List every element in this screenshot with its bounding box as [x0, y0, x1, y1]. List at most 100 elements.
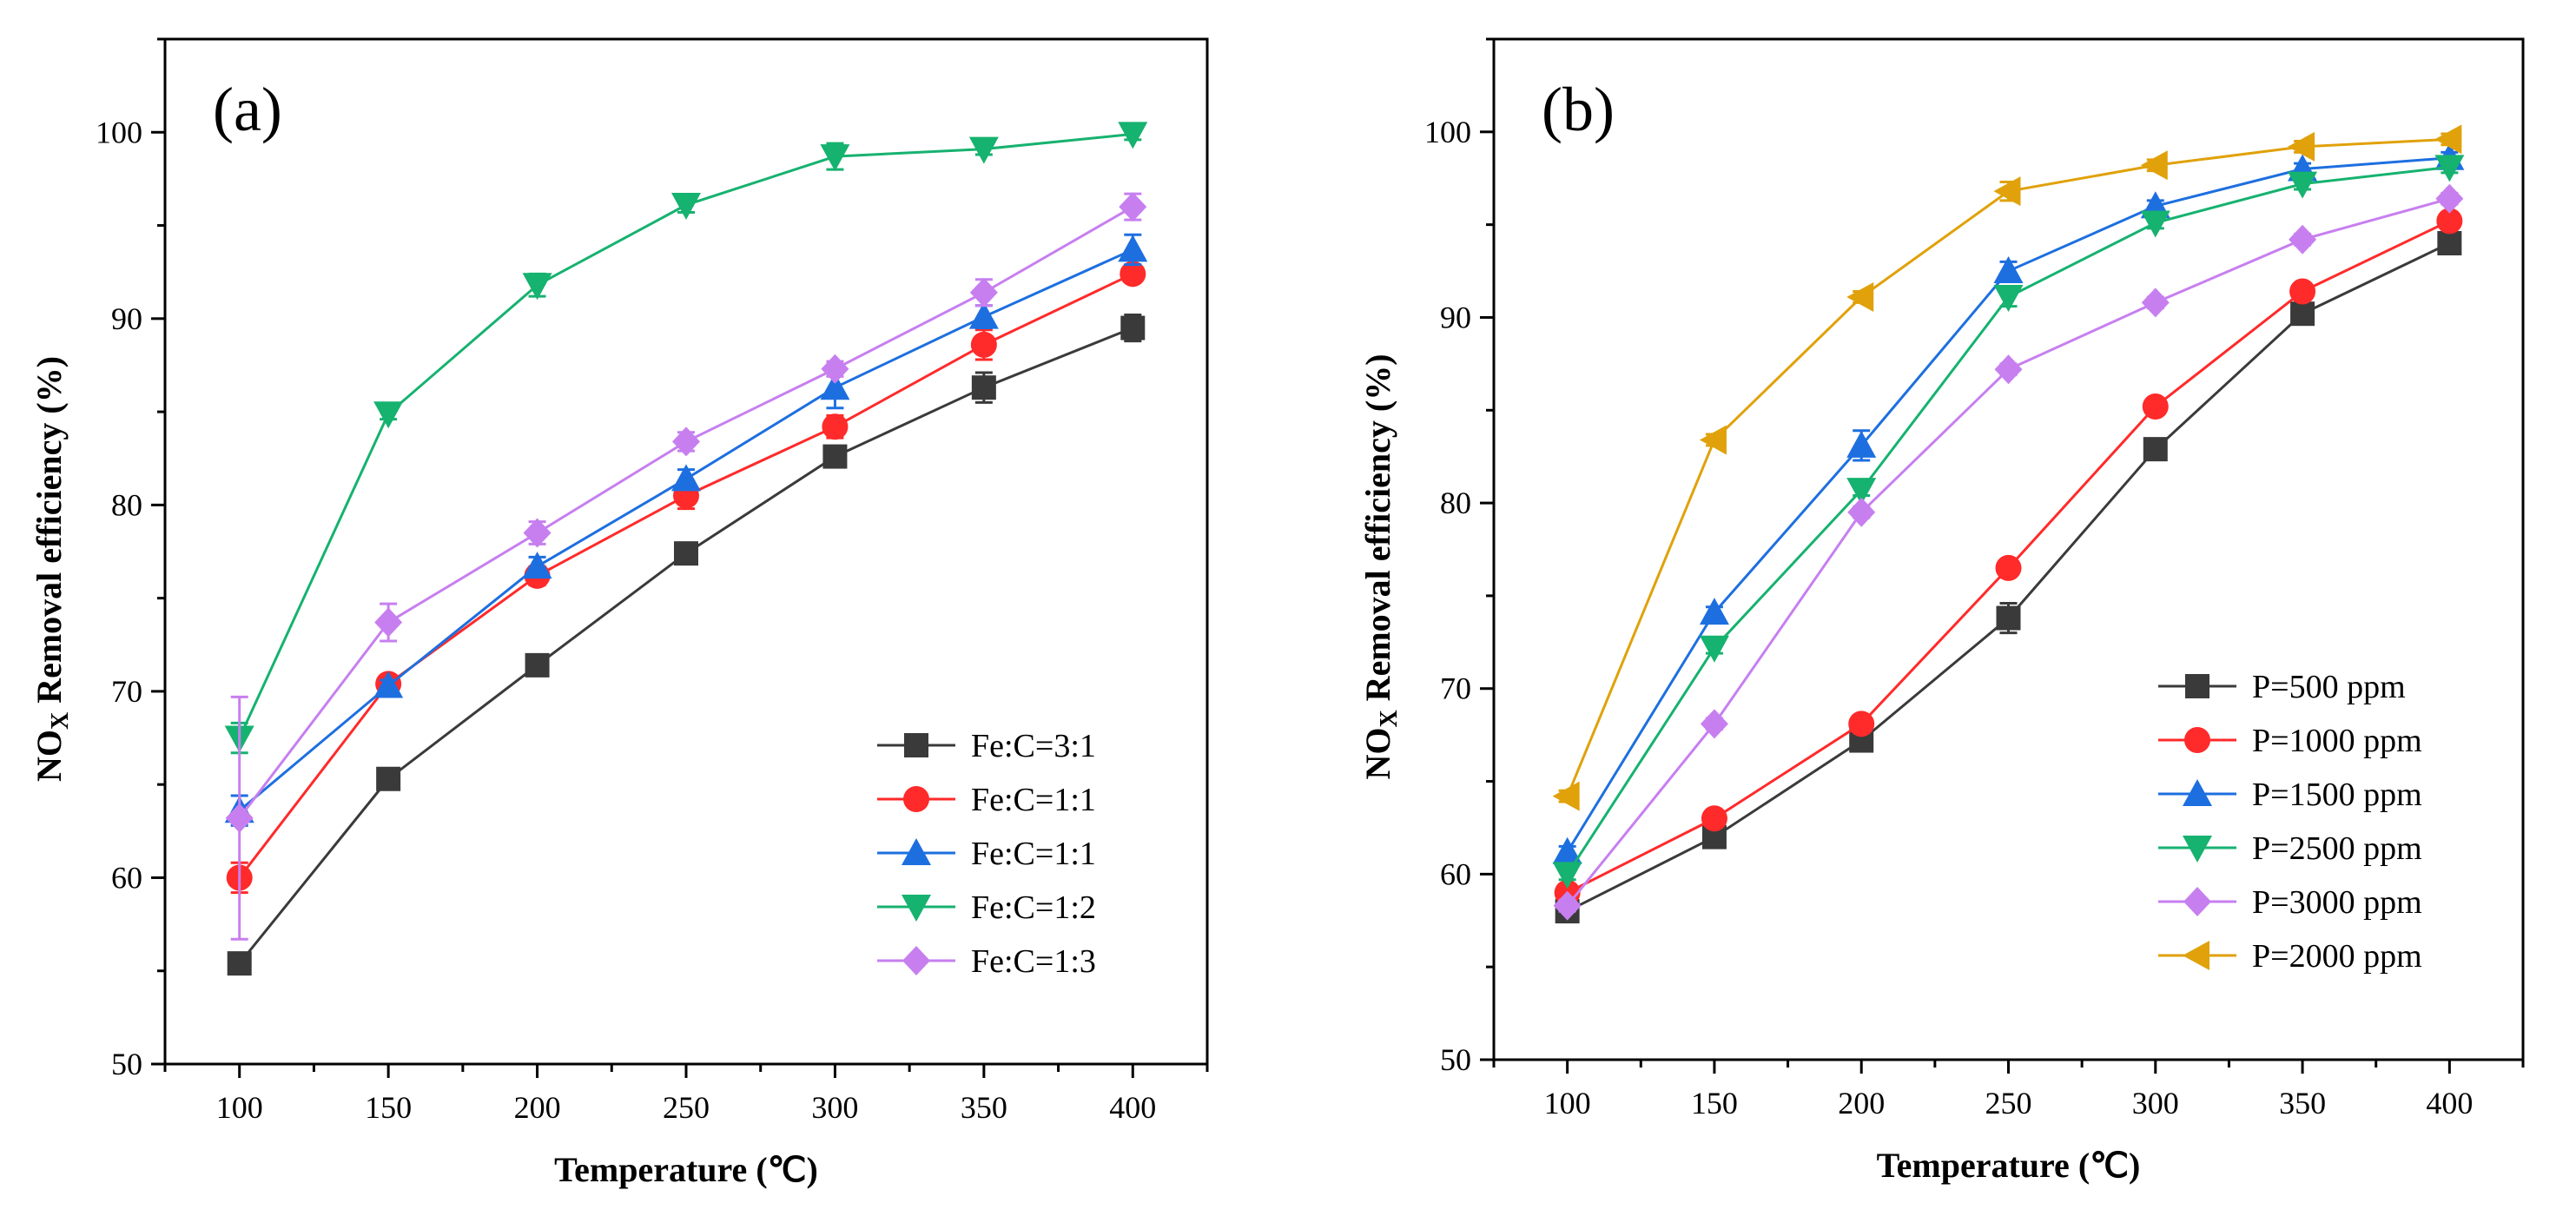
legend-marker: [904, 733, 928, 757]
data-point: [968, 136, 999, 164]
legend-marker: [902, 946, 930, 975]
data-point: [2434, 124, 2462, 155]
x-tick-label: 300: [2132, 1086, 2179, 1121]
data-point: [1848, 711, 1875, 737]
data-point: [1553, 890, 1582, 921]
data-point: [1120, 315, 1146, 340]
y-tick-label: 60: [1440, 856, 1471, 891]
data-point: [2140, 150, 2168, 181]
data-point: [2289, 224, 2317, 255]
y-tick-label: 70: [111, 674, 142, 709]
y-tick-label: 100: [96, 115, 142, 149]
data-point: [1119, 192, 1147, 222]
legend-label: P=1000 ppm: [2252, 723, 2422, 759]
data-point: [2289, 278, 2316, 305]
data-point: [1699, 598, 1729, 625]
y-axis-title-rest: Removal efficiency (%): [1358, 354, 1397, 710]
data-point: [1118, 122, 1148, 149]
data-point: [821, 354, 849, 384]
panel-label: (b): [1542, 75, 1615, 144]
y-axis-title-subscript: X: [47, 712, 74, 730]
chart-panel-b: 100 150 200 250 300 350 400 50 60 70 80 90 100 Temper…: [1358, 37, 2525, 1185]
data-point: [822, 444, 848, 469]
data-point: [1701, 805, 1727, 832]
legend-marker: [2183, 779, 2212, 806]
x-tick-label: 350: [2279, 1086, 2326, 1121]
data-point: [970, 331, 997, 358]
legend-label: P=2000 ppm: [2252, 938, 2422, 975]
legend-label: Fe:C=3:1: [971, 728, 1096, 764]
data-point: [1699, 635, 1729, 663]
data-point: [2141, 288, 2170, 318]
y-tick-label: 80: [1440, 486, 1471, 520]
y-tick-label: 80: [111, 487, 142, 522]
x-tick-label: 350: [961, 1090, 1007, 1125]
data-point: [1993, 256, 2024, 284]
data-point: [1552, 862, 1582, 889]
legend-label: P=3000 ppm: [2252, 884, 2422, 921]
series-4: [224, 122, 1148, 755]
data-point: [376, 766, 401, 791]
data-point: [523, 518, 552, 548]
legend-label: Fe:C=1:1: [971, 782, 1096, 818]
data-point: [2288, 171, 2318, 199]
x-tick-label: 400: [2426, 1086, 2473, 1121]
y-tick-label: 50: [111, 1047, 142, 1081]
legend-marker: [903, 786, 929, 812]
data-point: [1994, 354, 2023, 385]
series-6: [1552, 124, 2462, 811]
legend-label: Fe:C=1:1: [971, 836, 1096, 872]
y-axis-title-main: NO: [30, 730, 69, 782]
data-point: [2435, 183, 2464, 214]
legend-marker: [902, 895, 931, 922]
data-point: [1699, 425, 1727, 455]
series-1: [227, 314, 1146, 976]
legend-marker: [2183, 836, 2212, 863]
data-point: [227, 951, 252, 976]
data-point: [820, 373, 850, 400]
x-tick-label: 200: [514, 1090, 561, 1125]
data-point: [522, 552, 552, 579]
data-point: [373, 671, 404, 698]
data-point: [525, 652, 550, 678]
data-point: [1700, 709, 1728, 739]
data-point: [1995, 554, 2022, 581]
data-point: [1846, 281, 1874, 312]
series-5: [1553, 183, 2464, 921]
data-point: [1120, 261, 1146, 288]
y-tick-label: 90: [111, 301, 142, 336]
data-point: [674, 541, 698, 566]
data-point: [2288, 131, 2315, 162]
data-point: [1996, 605, 2021, 631]
panel-label: (a): [213, 75, 282, 144]
data-point: [2143, 437, 2168, 462]
data-point: [2290, 301, 2315, 327]
data-point: [522, 273, 552, 301]
data-point: [2437, 231, 2462, 255]
y-axis-title: NOX Removal efficiency (%): [1358, 354, 1403, 779]
data-point: [374, 607, 403, 638]
x-tick-label: 250: [663, 1090, 710, 1125]
legend-marker: [2185, 674, 2209, 698]
data-point: [373, 401, 404, 429]
data-point: [1846, 430, 1877, 458]
x-tick-label: 400: [1109, 1090, 1156, 1125]
y-axis-title-main: NO: [1358, 728, 1397, 780]
series-line: [238, 205, 1134, 819]
legend-marker: [902, 838, 931, 865]
data-point: [1552, 781, 1580, 811]
data-point: [969, 277, 998, 307]
data-point: [968, 301, 999, 329]
legend-marker: [2184, 727, 2210, 753]
data-point: [971, 375, 996, 400]
x-tick-label: 150: [1691, 1086, 1738, 1121]
y-tick-label: 100: [1424, 115, 1471, 149]
data-point: [671, 464, 701, 492]
legend-label: P=500 ppm: [2252, 669, 2406, 705]
data-point: [820, 144, 850, 172]
data-point: [1847, 497, 1876, 527]
x-tick-label: 150: [365, 1090, 412, 1125]
legend-label: Fe:C=1:3: [971, 943, 1096, 980]
x-tick-label: 200: [1838, 1086, 1885, 1121]
series-line: [238, 248, 1133, 812]
